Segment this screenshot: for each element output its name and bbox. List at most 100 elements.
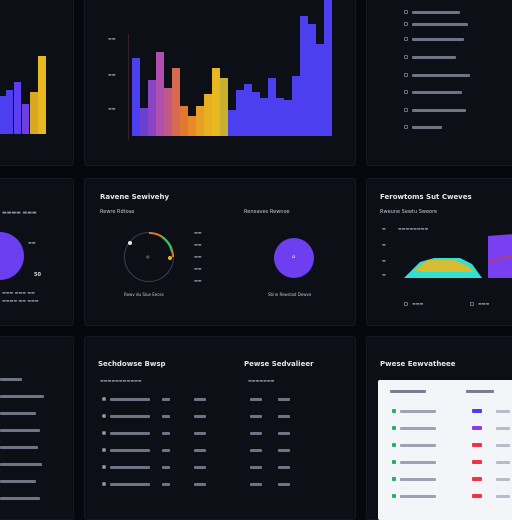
checkbox[interactable]: [102, 431, 106, 435]
legend-label: ▬▬▬▬▬▬▬▬: [398, 226, 429, 231]
legend-label: ▬▬: [194, 242, 202, 247]
panel-top-left: [0, 0, 74, 166]
chart-bar: [156, 52, 164, 136]
panel-title: Pewse Sedvalieer: [244, 360, 314, 368]
checkbox[interactable]: [404, 10, 408, 14]
chart-bar: [164, 88, 172, 136]
stat-value: 50: [34, 272, 41, 278]
cell-text: [162, 483, 170, 486]
cell-text: [194, 449, 206, 452]
panel-title: Pwese Eewvatheee: [380, 360, 456, 368]
panel-bottom-center: Sechdowse Bwsp Pewse Sedvalieer ▬▬▬▬▬▬▬▬…: [84, 336, 356, 520]
cell-text: [162, 449, 170, 452]
legend-checkbox[interactable]: [470, 302, 474, 306]
cell-text: [400, 444, 436, 447]
panel-title: Ravene Sewivehy: [100, 193, 170, 201]
lock-icon: [392, 477, 396, 481]
cell-text: [110, 483, 150, 486]
chart-bar: [292, 76, 300, 136]
chart-bar: [212, 68, 220, 136]
checkbox[interactable]: [404, 90, 408, 94]
chart-bar: [252, 92, 260, 136]
checkbox[interactable]: [102, 414, 106, 418]
cell-text: [400, 478, 436, 481]
data-table: [378, 380, 512, 520]
cell-text: [278, 432, 290, 435]
bar-chart-top-left: [0, 24, 58, 134]
checkbox[interactable]: [102, 482, 106, 486]
checkbox[interactable]: [404, 73, 408, 77]
checkbox[interactable]: [404, 108, 408, 112]
list-item-text: [0, 412, 36, 415]
checkbox[interactable]: [404, 55, 408, 59]
gauge-arc: [128, 232, 174, 260]
panel-bottom-left: [0, 336, 74, 520]
cell-text: [194, 466, 206, 469]
list-item-text: [0, 395, 44, 398]
chart-bar: [38, 56, 46, 134]
cell-text: [194, 432, 206, 435]
legend-checkbox[interactable]: [404, 302, 408, 306]
chart-bar: [260, 98, 268, 136]
cell-text: [250, 398, 262, 401]
water-drop-icon: ⌂: [292, 254, 296, 260]
chart-bar: [316, 44, 324, 136]
cell-text: [496, 478, 510, 481]
chart-bar: [244, 84, 252, 136]
list-item-text: [412, 23, 468, 26]
bar-chart-main: [132, 0, 332, 136]
chart-bar: [132, 58, 140, 136]
cell-text: [110, 415, 150, 418]
list-item-text: [0, 446, 38, 449]
legend-label: ▬▬: [194, 230, 202, 235]
donut-chart: [274, 238, 314, 278]
panel-top-right: [366, 0, 512, 166]
list-item-text: [412, 109, 466, 112]
list-item-text: [0, 378, 22, 381]
lock-icon: [392, 409, 396, 413]
cell-text: [278, 415, 290, 418]
checkbox[interactable]: [102, 448, 106, 452]
lock-icon: [392, 426, 396, 430]
gauge-center-icon: ◎: [146, 254, 150, 259]
chart-bar: [172, 68, 180, 136]
list-item-text: [412, 126, 442, 129]
cell-text: [496, 427, 510, 430]
panel-mid-left: ▬▬▬▬ ▬▬▬ ▬▬ 50 ▬▬▬ ▬▬▬ ▬▬ ▬▬▬▬ ▬▬ ▬▬▬: [0, 178, 74, 326]
list-item-text: [412, 74, 470, 77]
cell-text: [194, 415, 206, 418]
checkbox[interactable]: [102, 465, 106, 469]
cell-text: [194, 483, 206, 486]
table-header: [390, 390, 426, 393]
checkbox[interactable]: [404, 37, 408, 41]
y-tick-label: ▬▬: [108, 36, 116, 41]
cell-text: [250, 432, 262, 435]
table-header: ▬▬▬▬▬▬▬▬▬▬▬: [100, 378, 142, 383]
y-tick-label: ▬: [382, 226, 386, 231]
cell-text: [278, 449, 290, 452]
status-swatch: [472, 409, 482, 413]
chart-bar: [308, 24, 316, 136]
legend-label: ▬▬: [194, 266, 202, 271]
status-swatch: [472, 460, 482, 464]
list-item-text: [412, 91, 462, 94]
cell-text: [110, 398, 150, 401]
area-chart: [404, 234, 512, 278]
status-swatch: [472, 494, 482, 498]
lock-icon: [392, 443, 396, 447]
list-item-text: [412, 11, 460, 14]
status-swatch: [472, 443, 482, 447]
checkbox[interactable]: [404, 125, 408, 129]
y-tick-label: ▬: [382, 242, 386, 247]
list-item-text: [412, 38, 464, 41]
cell-text: [400, 495, 436, 498]
panel-mid-center: Ravene Sewivehy Rewre Rdtoas Reneaves Re…: [84, 178, 356, 326]
checkbox[interactable]: [404, 22, 408, 26]
list-item-text: [0, 429, 40, 432]
lock-icon: [392, 494, 396, 498]
checkbox[interactable]: [102, 397, 106, 401]
chart-bar: [276, 98, 284, 136]
chart-bar: [228, 110, 236, 136]
legend-label: ▬▬▬ ▬▬▬ ▬▬: [2, 290, 35, 295]
chart-bar: [22, 104, 29, 134]
